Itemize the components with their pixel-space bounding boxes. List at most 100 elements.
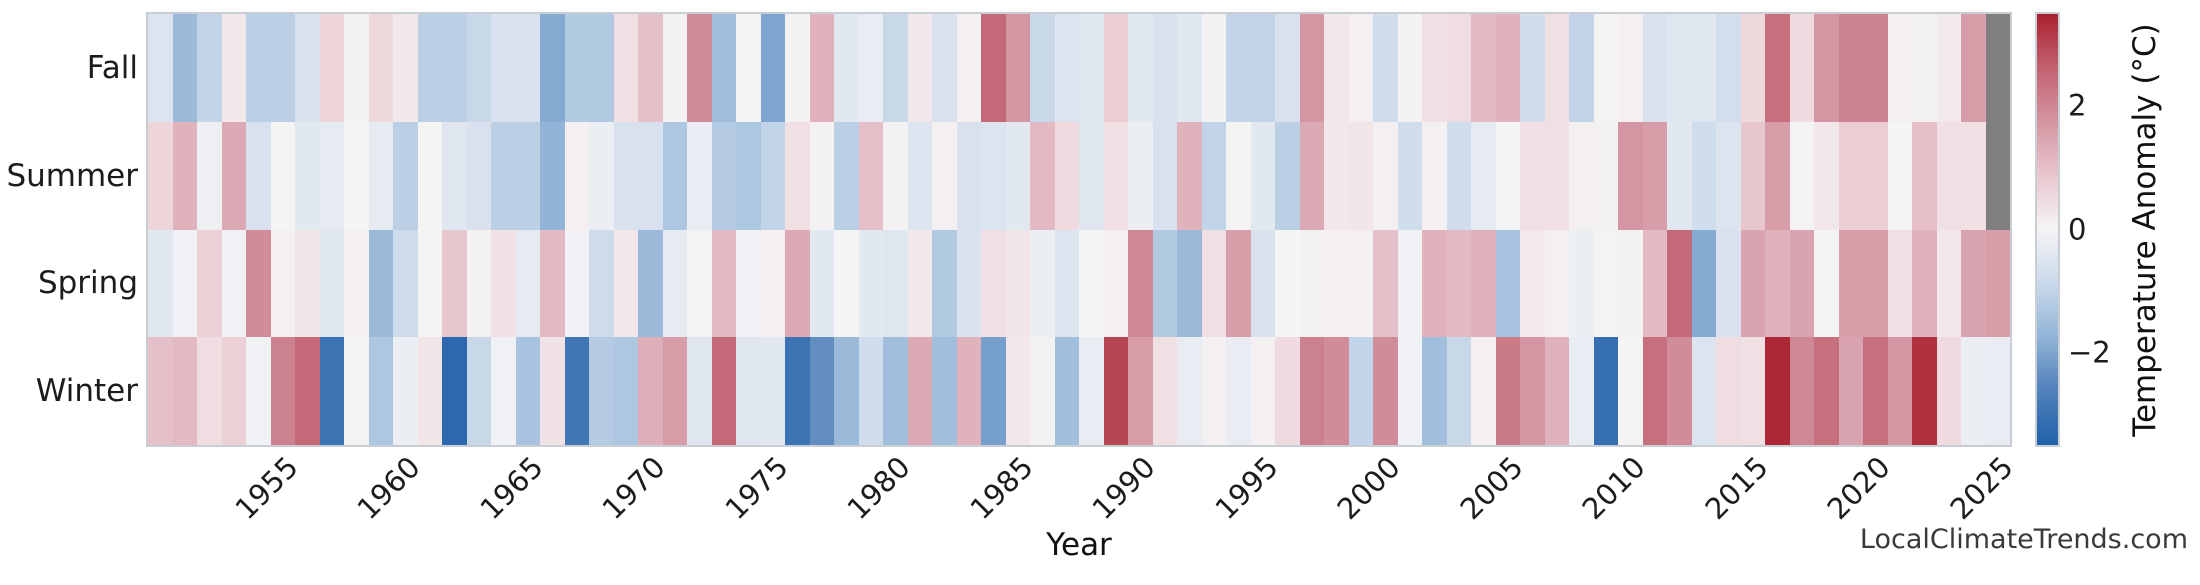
heatmap-cell — [1250, 14, 1275, 122]
heatmap-cell — [1030, 229, 1055, 338]
heatmap-cell — [858, 121, 883, 230]
heatmap-cell — [687, 121, 712, 230]
heatmap-cell — [1177, 229, 1202, 338]
heatmap-cell — [466, 337, 491, 445]
colorbar-tick-label: 2 — [2068, 88, 2087, 123]
heatmap-cell — [613, 14, 638, 122]
heatmap-cell — [1667, 14, 1692, 122]
heatmap-cell — [564, 121, 589, 230]
heatmap-cell — [1471, 121, 1496, 230]
heatmap-cell — [246, 14, 271, 122]
heatmap-cell — [417, 229, 442, 338]
heatmap-cell — [393, 229, 418, 338]
heatmap-cell — [1936, 337, 1961, 445]
heatmap-cell — [1667, 121, 1692, 230]
heatmap-cell — [564, 229, 589, 338]
heatmap-cell — [1079, 229, 1104, 338]
heatmap-cell — [1201, 14, 1226, 122]
heatmap-cell — [711, 337, 736, 445]
heatmap-cell — [442, 229, 467, 338]
heatmap-cell — [1446, 229, 1471, 338]
heatmap-cell — [1152, 337, 1177, 445]
heatmap-cell — [1520, 121, 1545, 230]
heatmap-cell — [1740, 229, 1765, 338]
heatmap-cell — [613, 229, 638, 338]
heatmap-cell — [589, 229, 614, 338]
heatmap-cell — [1005, 337, 1030, 445]
heatmap-cell — [491, 121, 516, 230]
heatmap-cell — [883, 14, 908, 122]
seasonal-heatmap — [148, 14, 2010, 445]
heatmap-cell — [687, 337, 712, 445]
heatmap-cell — [760, 14, 785, 122]
heatmap-cell — [540, 337, 565, 445]
heatmap-cell — [1691, 337, 1716, 445]
heatmap-cell — [1005, 229, 1030, 338]
heatmap-cell — [1079, 14, 1104, 122]
heatmap-cell — [1569, 229, 1594, 338]
heatmap-cell — [1054, 121, 1079, 230]
heatmap-cell — [981, 14, 1006, 122]
heatmap-cell — [1128, 229, 1153, 338]
heatmap-cell — [907, 337, 932, 445]
heatmap-cell — [662, 229, 687, 338]
heatmap-cell — [1912, 337, 1937, 445]
heatmap-cell — [1936, 121, 1961, 230]
x-tick-label: 2025 — [1943, 449, 2020, 527]
heatmap-cell — [1226, 337, 1251, 445]
heatmap-cell — [1961, 14, 1986, 122]
row-label-winter: Winter — [35, 373, 138, 410]
heatmap-cell — [1128, 337, 1153, 445]
heatmap-cell — [368, 337, 393, 445]
heatmap-cell — [1054, 14, 1079, 122]
heatmap-cell — [1422, 229, 1447, 338]
heatmap-cell — [1593, 121, 1618, 230]
heatmap-cell — [687, 14, 712, 122]
heatmap-cell — [1275, 337, 1300, 445]
heatmap-cell — [1642, 337, 1667, 445]
x-tick-label: 1975 — [718, 449, 795, 527]
heatmap-cell — [1177, 121, 1202, 230]
heatmap-cell — [1789, 229, 1814, 338]
heatmap-cell — [1128, 121, 1153, 230]
heatmap-cell — [148, 229, 173, 338]
heatmap-cell — [466, 14, 491, 122]
heatmap-cell — [932, 121, 957, 230]
heatmap-cell — [1789, 121, 1814, 230]
x-tick-label: 1955 — [228, 449, 305, 527]
heatmap-cell — [1373, 121, 1398, 230]
heatmap-cell — [368, 121, 393, 230]
heatmap-cell — [1593, 14, 1618, 122]
colorbar-title: Temperature Anomaly (°C) — [2127, 22, 2163, 437]
heatmap-cell — [417, 337, 442, 445]
heatmap-cell — [1201, 121, 1226, 230]
heatmap-cell — [956, 337, 981, 445]
heatmap-cell — [1348, 14, 1373, 122]
heatmap-cell — [1422, 121, 1447, 230]
heatmap-cell — [540, 229, 565, 338]
heatmap-cell — [1495, 121, 1520, 230]
heatmap-cell — [932, 337, 957, 445]
heatmap-cell — [1887, 14, 1912, 122]
heatmap-cell — [1691, 14, 1716, 122]
heatmap-cell — [344, 121, 369, 230]
heatmap-cell — [858, 337, 883, 445]
heatmap-cell — [785, 337, 810, 445]
heatmap-cell — [368, 14, 393, 122]
heatmap-cell — [1765, 337, 1790, 445]
row-label-spring: Spring — [37, 265, 138, 302]
heatmap-cell — [491, 229, 516, 338]
heatmap-cell — [344, 229, 369, 338]
heatmap-cell — [270, 14, 295, 122]
heatmap-cell — [221, 121, 246, 230]
heatmap-cell — [1128, 14, 1153, 122]
heatmap-cell — [148, 121, 173, 230]
heatmap-cell — [1863, 229, 1888, 338]
heatmap-cell — [1103, 337, 1128, 445]
heatmap-cell — [1544, 337, 1569, 445]
heatmap-cell — [711, 229, 736, 338]
heatmap-cell — [491, 14, 516, 122]
heatmap-cell — [221, 337, 246, 445]
heatmap-cell — [564, 14, 589, 122]
x-tick-label: 2000 — [1330, 449, 1408, 527]
